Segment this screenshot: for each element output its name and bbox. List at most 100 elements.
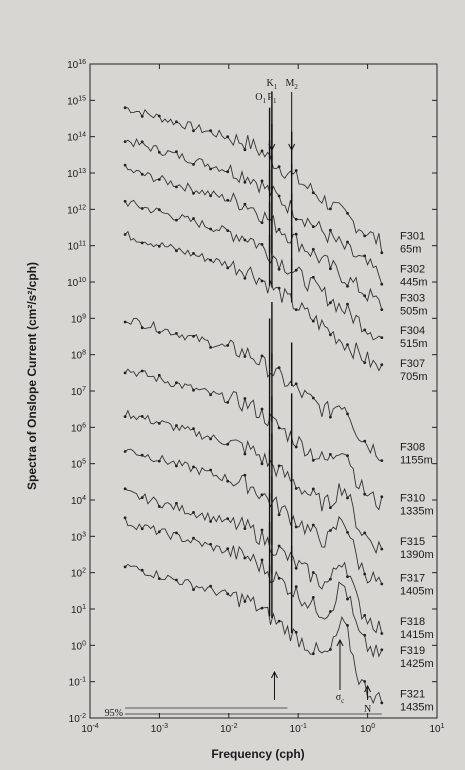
series-point (209, 129, 213, 133)
series-point (380, 336, 384, 339)
series-point (243, 452, 247, 456)
y-tick-label: 102 (71, 568, 86, 580)
series-point (123, 233, 127, 236)
series-point (363, 361, 367, 364)
p1-label: P1 (267, 92, 277, 105)
series-point (140, 207, 144, 210)
series-point (140, 496, 144, 499)
series-point (140, 568, 144, 572)
series-point (380, 459, 384, 462)
series-point (329, 301, 332, 305)
series-point (157, 331, 161, 334)
series-point (226, 401, 230, 404)
series-point (192, 536, 195, 540)
series-point (192, 129, 195, 133)
series-point (346, 454, 349, 458)
series-point (329, 415, 332, 419)
series-line (124, 164, 383, 310)
series-point (363, 294, 367, 298)
series-point (140, 172, 144, 176)
axes-frame (89, 63, 438, 719)
series-point (226, 517, 230, 520)
series-line (124, 409, 383, 555)
series-point (209, 393, 213, 397)
series-point (175, 150, 178, 154)
series-point (329, 453, 332, 456)
series-point (329, 529, 332, 532)
series-point (277, 366, 281, 370)
series-line (124, 368, 383, 511)
series-point (260, 354, 264, 358)
y-tick-label: 1016 (67, 59, 86, 71)
series-point (192, 465, 195, 469)
series-point (140, 527, 144, 531)
series-point (226, 442, 230, 446)
series-line (124, 199, 383, 341)
series-point (294, 169, 298, 172)
m2-label: M2 (285, 78, 298, 91)
series-point (192, 427, 195, 430)
series-point (123, 106, 127, 110)
series-point (311, 396, 315, 400)
series-point (243, 527, 247, 530)
series-point (192, 217, 195, 220)
series-point (346, 343, 349, 346)
series-point (380, 251, 384, 255)
series-name-label: F304 (400, 325, 425, 337)
series-point (243, 238, 247, 242)
y-axis-title: Spectra of Onslope Current (cm²/s²/cph) (25, 262, 39, 490)
series-point (363, 572, 367, 576)
series-point (175, 424, 178, 427)
series-group: F30165mF302445mF303505mF304515mF307705mF… (123, 91, 434, 714)
series-point (209, 542, 213, 546)
series-point (260, 528, 264, 532)
series-depth-label: 1405m (400, 585, 434, 597)
series-point (140, 326, 144, 330)
series-point (346, 284, 349, 288)
series-point (140, 369, 144, 373)
series-point (277, 513, 281, 517)
series-point (157, 244, 161, 248)
y-tick-label: 108 (71, 350, 86, 362)
series-point (175, 218, 178, 222)
series-point (329, 506, 332, 510)
series-point (209, 437, 213, 441)
series-point (363, 328, 367, 332)
series-point (192, 163, 195, 166)
series-name-label: F319 (400, 645, 425, 657)
series-point (209, 167, 213, 171)
series-point (363, 633, 367, 637)
series-point (260, 493, 264, 497)
series-point (260, 149, 264, 153)
series-name-label: F301 (400, 231, 425, 243)
series-point (311, 458, 315, 462)
series-point (380, 495, 384, 499)
series-point (294, 308, 298, 311)
series-point (260, 279, 264, 283)
series-point (260, 243, 264, 246)
series-point (260, 558, 264, 562)
y-tick-label: 1011 (68, 241, 86, 253)
series-point (243, 600, 247, 603)
series-point (226, 547, 230, 551)
series-point (277, 227, 281, 231)
series-point (329, 228, 332, 232)
x-tick-label: 10-3 (151, 723, 168, 735)
series-point (260, 221, 264, 225)
series-point (346, 624, 349, 627)
series-point (311, 652, 315, 656)
y-tick-label: 104 (71, 495, 86, 507)
series-depth-label: 705m (400, 371, 428, 383)
y-tick-label: 101 (71, 604, 86, 616)
series-point (260, 606, 264, 610)
series-point (226, 344, 230, 347)
series-point (363, 234, 367, 238)
series-name-label: F315 (400, 536, 425, 548)
series-point (175, 249, 178, 253)
